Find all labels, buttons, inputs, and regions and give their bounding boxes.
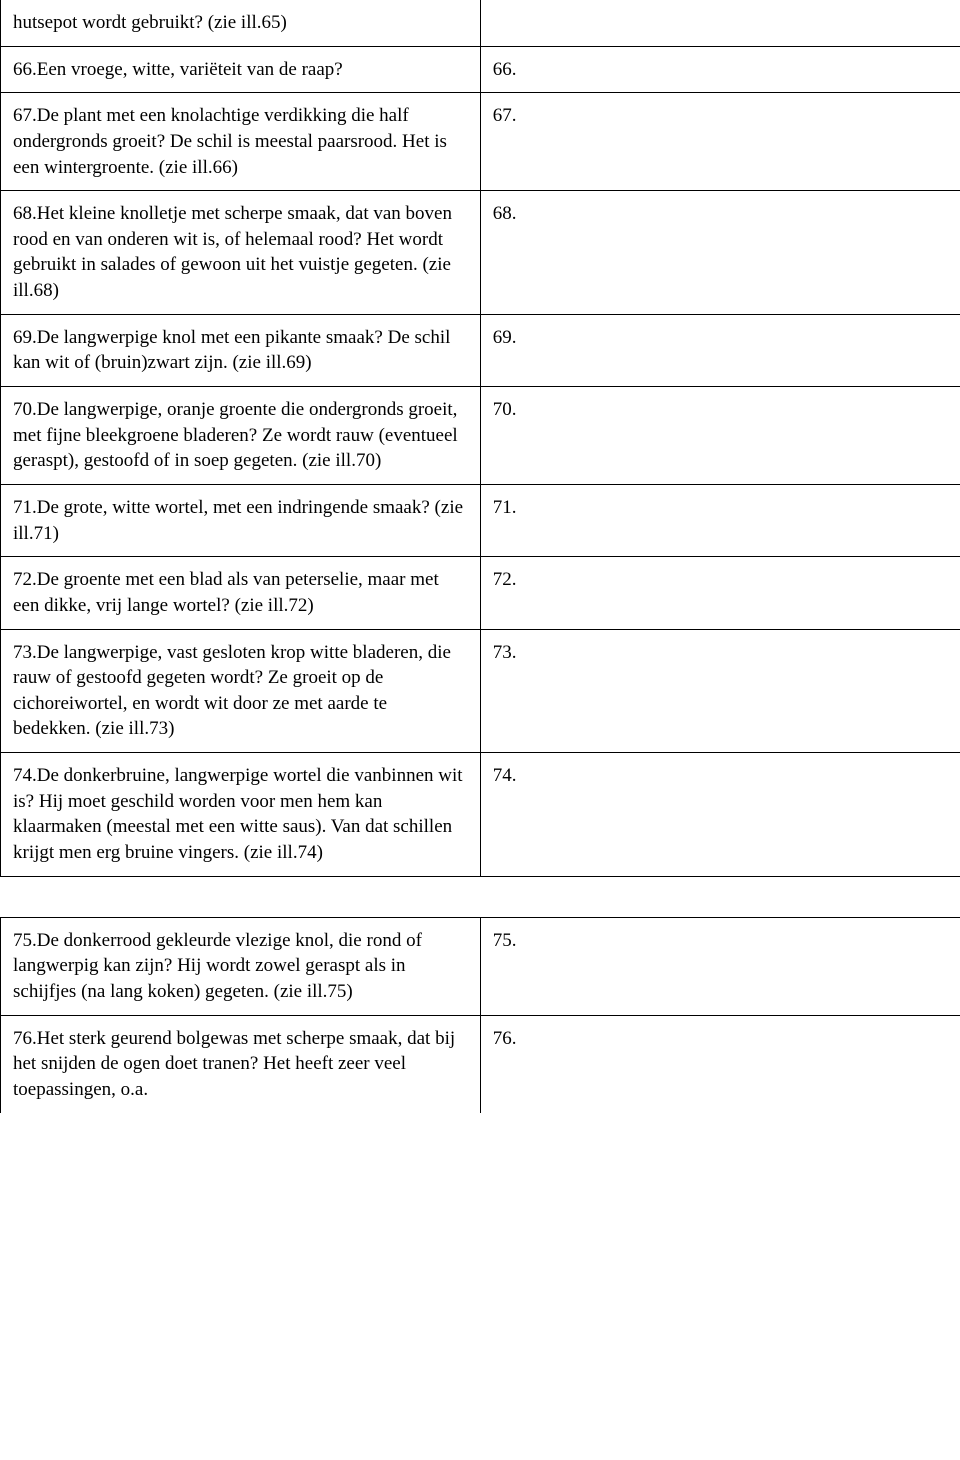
question-cell: 66.Een vroege, witte, variëteit van de r… xyxy=(1,46,481,93)
question-table-2: 75.De donkerrood gekleurde vlezige knol,… xyxy=(0,917,960,1113)
question-cell: 70.De langwerpige, oranje groente die on… xyxy=(1,387,481,485)
answer-cell: 67. xyxy=(480,93,960,191)
question-cell: 68.Het kleine knolletje met scherpe smaa… xyxy=(1,191,481,315)
answer-cell: 74. xyxy=(480,753,960,877)
answer-cell: 71. xyxy=(480,484,960,556)
question-table: hutsepot wordt gebruikt? (zie ill.65) 66… xyxy=(0,0,960,877)
table-row: 69.De langwerpige knol met een pikante s… xyxy=(1,314,960,386)
table-row: 66.Een vroege, witte, variëteit van de r… xyxy=(1,46,960,93)
question-cell: hutsepot wordt gebruikt? (zie ill.65) xyxy=(1,0,481,46)
table-row: 72.De groente met een blad als van peter… xyxy=(1,557,960,629)
table-row: 70.De langwerpige, oranje groente die on… xyxy=(1,387,960,485)
answer-cell: 69. xyxy=(480,314,960,386)
question-cell: 67.De plant met een knolachtige verdikki… xyxy=(1,93,481,191)
answer-cell xyxy=(480,0,960,46)
answer-cell: 73. xyxy=(480,629,960,753)
table-row: 71.De grote, witte wortel, met een indri… xyxy=(1,484,960,556)
answer-cell: 75. xyxy=(480,917,960,1015)
answer-cell: 68. xyxy=(480,191,960,315)
table-row: 68.Het kleine knolletje met scherpe smaa… xyxy=(1,191,960,315)
table-gap xyxy=(0,877,960,917)
table-row: 76.Het sterk geurend bolgewas met scherp… xyxy=(1,1015,960,1112)
question-cell: 73.De langwerpige, vast gesloten krop wi… xyxy=(1,629,481,753)
answer-cell: 70. xyxy=(480,387,960,485)
table-row: 67.De plant met een knolachtige verdikki… xyxy=(1,93,960,191)
question-cell: 71.De grote, witte wortel, met een indri… xyxy=(1,484,481,556)
question-cell: 69.De langwerpige knol met een pikante s… xyxy=(1,314,481,386)
table-row: 74.De donkerbruine, langwerpige wortel d… xyxy=(1,753,960,877)
answer-cell: 76. xyxy=(480,1015,960,1112)
question-cell: 72.De groente met een blad als van peter… xyxy=(1,557,481,629)
table-body-2: 75.De donkerrood gekleurde vlezige knol,… xyxy=(1,917,960,1112)
answer-cell: 72. xyxy=(480,557,960,629)
table-row: 75.De donkerrood gekleurde vlezige knol,… xyxy=(1,917,960,1015)
question-cell: 74.De donkerbruine, langwerpige wortel d… xyxy=(1,753,481,877)
question-cell: 75.De donkerrood gekleurde vlezige knol,… xyxy=(1,917,481,1015)
question-cell: 76.Het sterk geurend bolgewas met scherp… xyxy=(1,1015,481,1112)
table-row: 73.De langwerpige, vast gesloten krop wi… xyxy=(1,629,960,753)
answer-cell: 66. xyxy=(480,46,960,93)
table-row: hutsepot wordt gebruikt? (zie ill.65) xyxy=(1,0,960,46)
table-body-1: hutsepot wordt gebruikt? (zie ill.65) 66… xyxy=(1,0,960,876)
